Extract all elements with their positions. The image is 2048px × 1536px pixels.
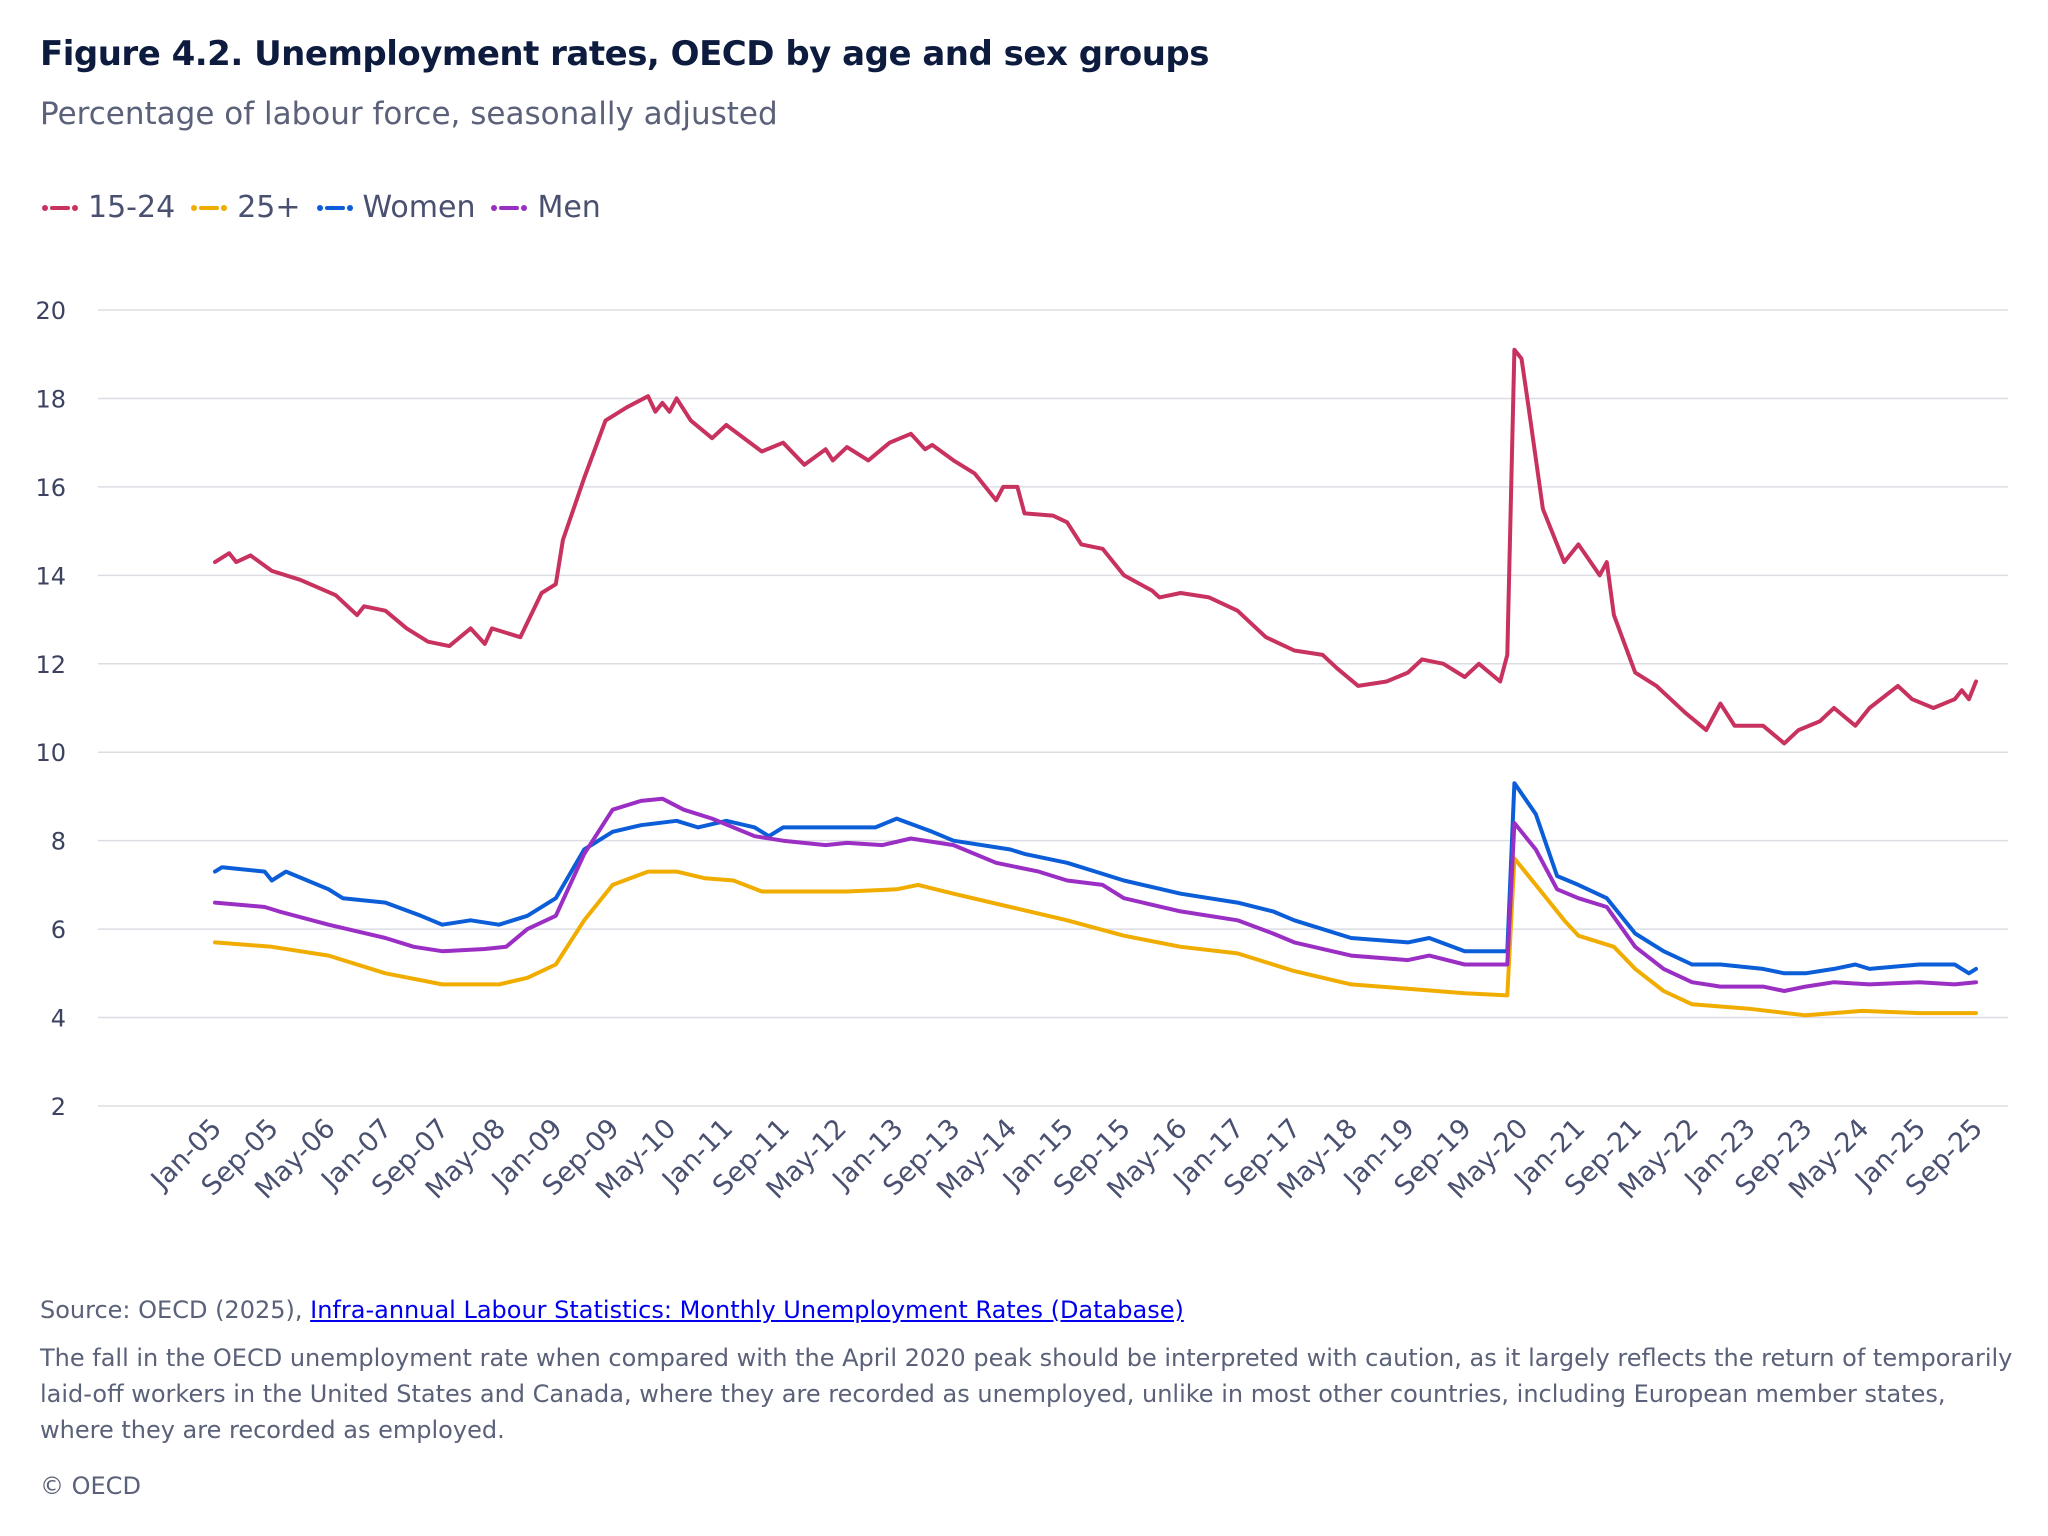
chart-note: The fall in the OECD unemployment rate w… [40,1344,2013,1444]
legend-item[interactable]: 15-24 [40,190,175,225]
source-link[interactable]: Infra-annual Labour Statistics: Monthly … [310,1296,1184,1324]
legend-item[interactable]: Women [315,190,476,225]
y-tick-label: 8 [51,828,66,856]
legend-swatch-icon [42,204,78,211]
legend-item[interactable]: 25+ [189,190,301,225]
y-tick-label: 12 [35,651,66,679]
series-line-25- [213,856,1978,1018]
y-tick-label: 10 [35,739,66,767]
series-line-15-24 [213,347,1978,746]
legend-item[interactable]: Men [489,190,601,225]
legend: 15-24 25+ Women Men [40,190,601,225]
legend-swatch-icon [491,204,528,211]
y-tick-label: 20 [35,297,66,325]
legend-label: 15-24 [88,190,176,225]
x-axis: Jan-05Sep-05May-06Jan-07Sep-07May-08Jan-… [144,1113,1989,1205]
source-line: Source: OECD (2025), Infra-annual Labour… [40,1296,1184,1324]
series-line-women [213,781,1978,976]
y-tick-label: 4 [51,1005,66,1033]
y-tick-label: 2 [51,1093,66,1121]
source-prefix: Source: OECD (2025), [40,1296,311,1324]
copyright: © OECD [40,1472,141,1500]
legend-label: Men [537,190,601,225]
y-tick-label: 14 [35,562,66,590]
legend-label: Women [362,190,476,225]
y-axis: 2 4 6 8 10 12 14 16 18 20 [35,297,66,1121]
chart-subtitle: Percentage of labour force, seasonally a… [40,96,778,132]
legend-swatch-icon [316,204,353,211]
y-tick-label: 16 [35,474,66,502]
chart-title: Figure 4.2. Unemployment rates, OECD by … [40,34,1209,74]
legend-label: 25+ [237,190,301,225]
y-tick-label: 6 [51,916,66,944]
y-tick-label: 18 [35,385,66,413]
series-line-men [213,796,1978,993]
series-lines [213,347,1978,1018]
grid [98,309,2008,1107]
line-chart: 2 4 6 8 10 12 14 16 18 20 Jan-05Sep-05May-06Jan-0… [35,297,2008,1205]
legend-swatch-icon [191,204,228,211]
